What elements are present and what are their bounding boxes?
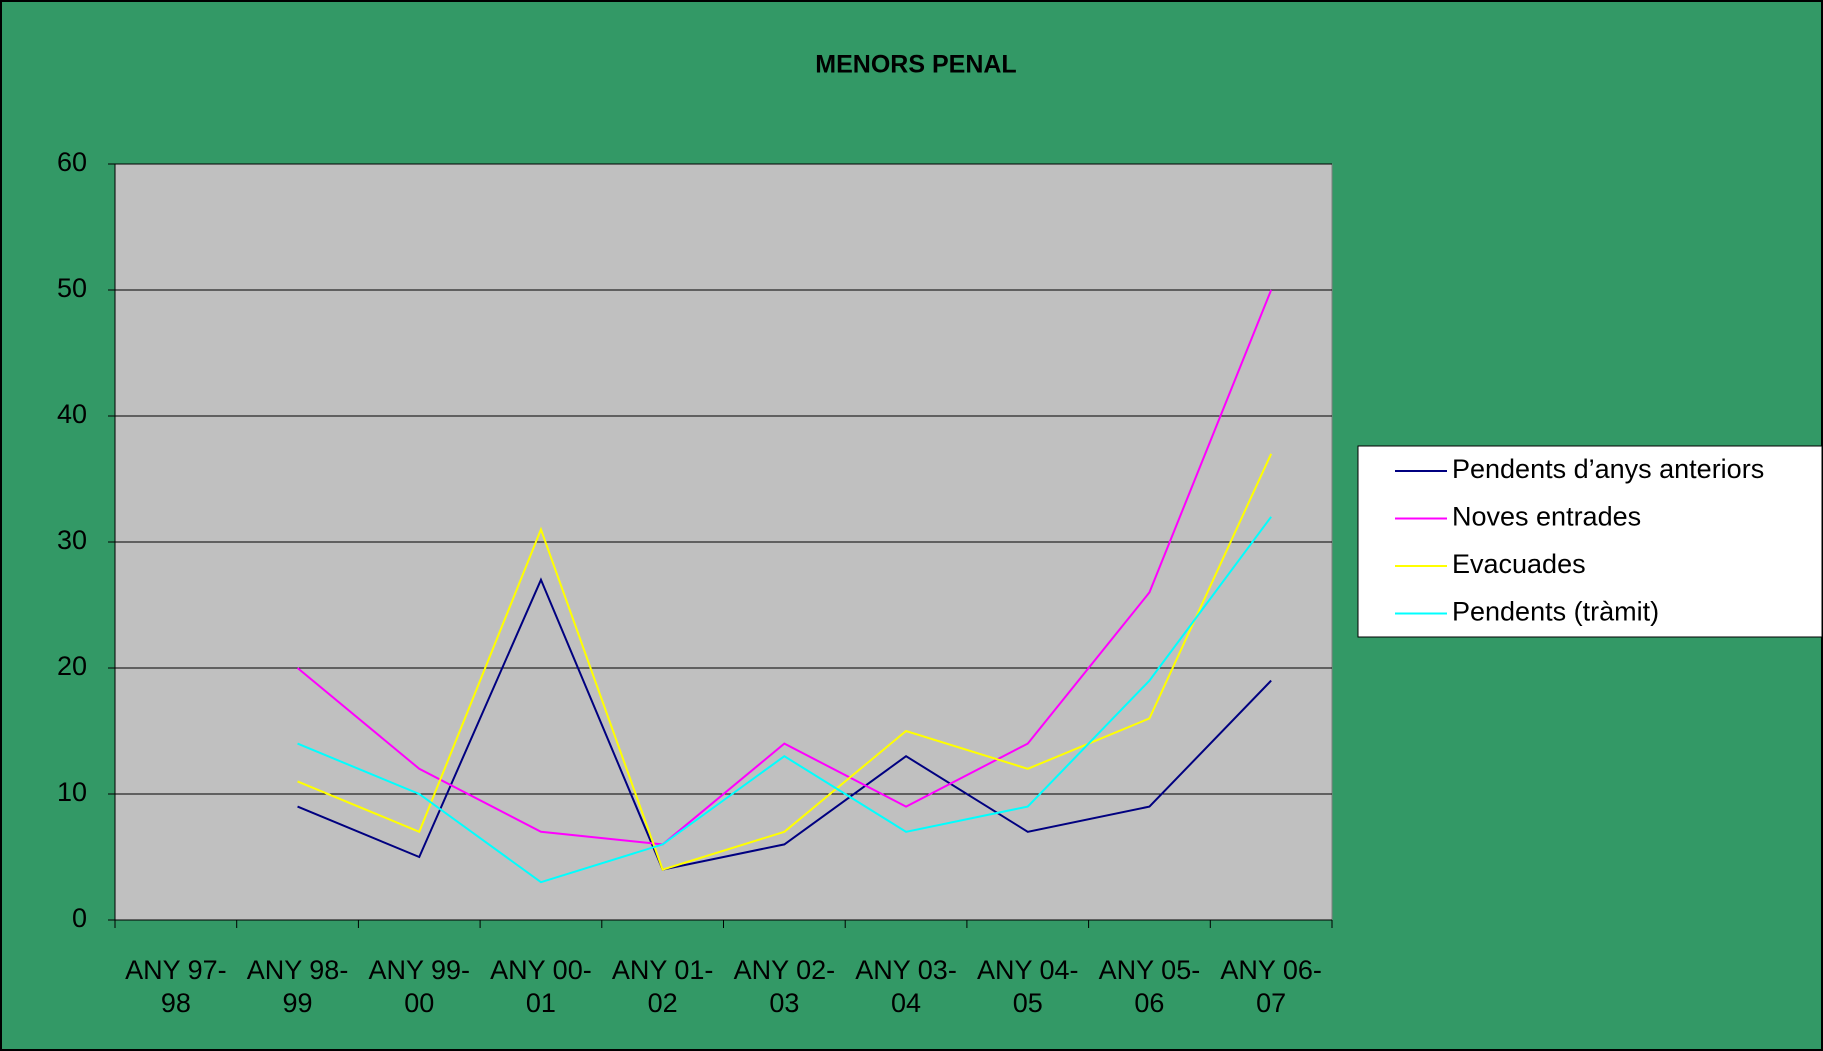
y-tick-label: 10 [57,777,87,807]
y-tick-label: 60 [57,147,87,177]
chart-title: MENORS PENAL [815,51,1016,79]
x-tick-label: ANY 06-07 [1220,955,1322,1018]
x-tick-label: ANY 01-02 [611,955,714,1018]
x-tick-label: ANY 00-01 [490,955,592,1018]
y-tick-label: 50 [57,273,87,303]
series-line [297,516,1272,884]
legend-label: Evacuades [1452,549,1586,579]
x-tick-label: ANY 05-06 [1098,955,1201,1018]
x-tick-label: ANY 99-00 [368,955,471,1018]
x-tick-label: ANY 02-03 [733,955,836,1018]
series-line [297,577,1272,871]
x-tick-label: ANY 97-98 [125,955,227,1018]
series-line [297,453,1273,871]
series-line [296,289,1273,846]
x-tick-label: ANY 98-99 [246,955,349,1018]
legend-box [1357,445,1823,638]
legend-label: Pendents d’anys anteriors [1452,454,1764,484]
x-tick-label: ANY 03-04 [855,955,957,1018]
y-tick-label: 30 [57,525,87,555]
y-tick-label: 0 [72,903,87,933]
y-tick-label: 20 [57,651,87,681]
legend-label: Noves entrades [1452,502,1641,532]
legend-label: Pendents (tràmit) [1452,597,1659,627]
x-tick-label: ANY 04-05 [976,955,1079,1018]
y-tick-label: 40 [57,399,87,429]
